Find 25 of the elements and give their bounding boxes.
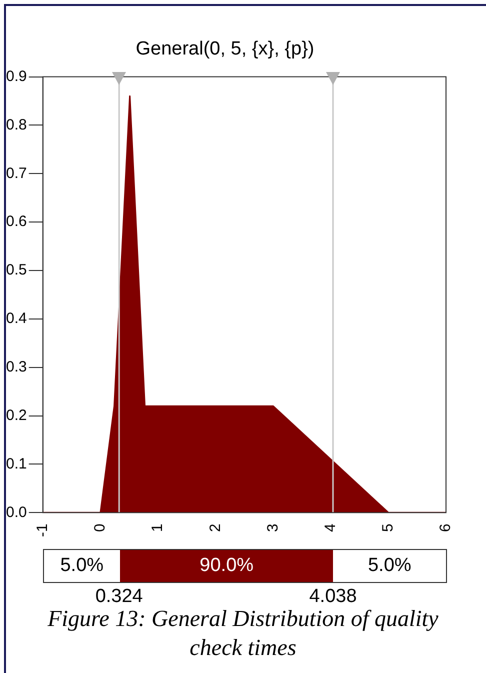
chart-title: General(0, 5, {x}, {p}) (136, 38, 314, 60)
text: 0.324 (95, 586, 143, 608)
x-tick-label: 3 (264, 524, 282, 532)
y-tick-label: 0.0 (6, 504, 27, 521)
x-tick-label: 5 (380, 524, 397, 532)
text: 5.0% (366, 554, 412, 578)
y-tick-label: 0.9 (6, 68, 27, 85)
y-tick-label: 0.7 (6, 164, 27, 182)
y-tick-label: 0.8 (6, 116, 27, 134)
caption: Figure 13: General Distribution of quality check times (46, 605, 440, 662)
y-tick-label: 0.4 (6, 310, 27, 328)
y-tick-label: 0.5 (6, 262, 27, 279)
x-tick-label: 6 (437, 524, 454, 532)
x-tick-label: 4 (322, 524, 339, 532)
x-tick-label: 1 (149, 524, 166, 532)
text: 90.0% (120, 550, 334, 582)
y-tick-label: 0.6 (6, 213, 27, 230)
text: 4.038 (309, 586, 357, 608)
x-tick-label: 0 (92, 524, 109, 532)
y-tick-label: 0.3 (6, 358, 27, 376)
y-tick-label: 0.2 (6, 406, 27, 424)
text: 5.0% (59, 554, 105, 578)
x-tick-label: -1 (34, 524, 51, 538)
y-tick-label: 0.1 (6, 455, 27, 472)
x-tick-label: 2 (206, 524, 224, 532)
